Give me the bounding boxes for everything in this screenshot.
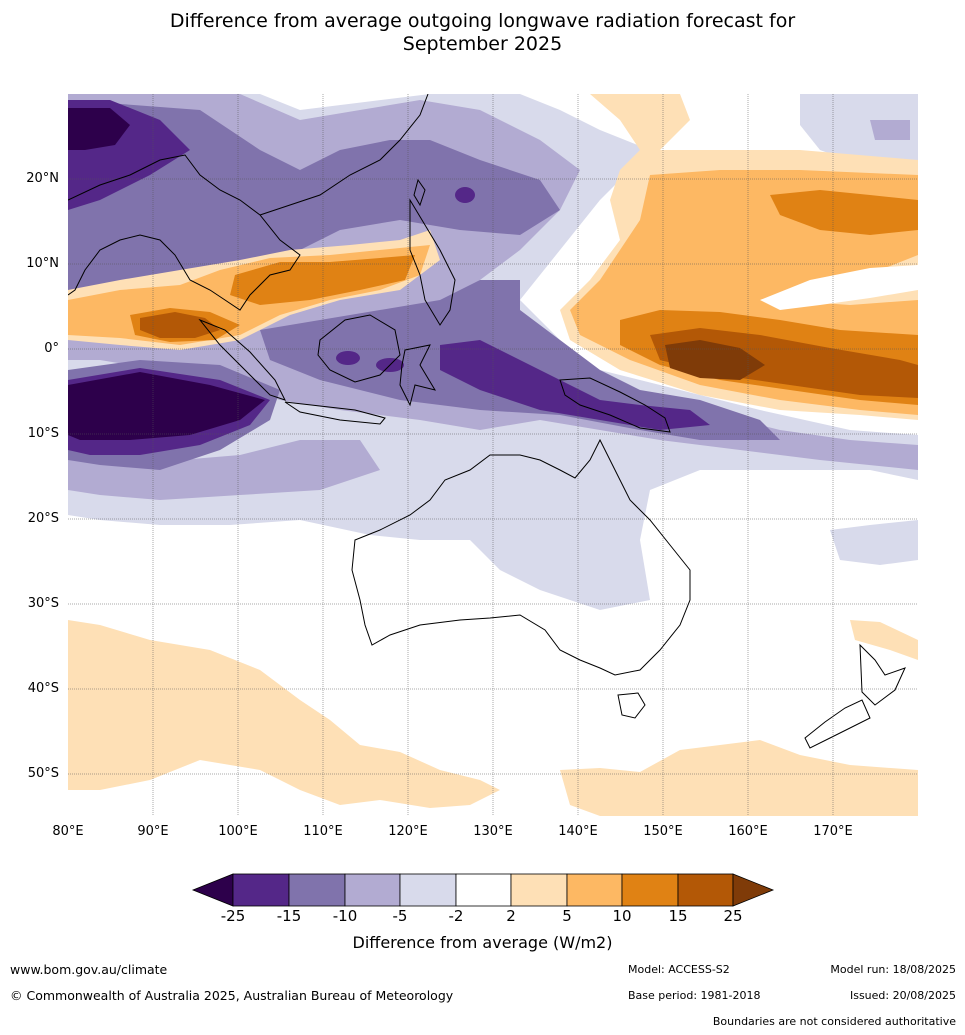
lat-label: 40°S	[27, 681, 59, 696]
anomaly-region-banda-very-strong-negative	[440, 340, 710, 430]
colorbar-tick-label: 25	[723, 907, 743, 925]
coastline-new-guinea	[559, 377, 671, 433]
colorbar-tick-label: 2	[506, 907, 516, 925]
anomaly-region-north-pacific-strong-positive	[770, 190, 918, 235]
anomaly-region-extreme-negative	[68, 108, 130, 150]
colorbar-tick-label: -25	[220, 907, 246, 925]
anomaly-region-scs-strong-positive	[230, 255, 415, 305]
colorbar-tick-label: -2	[448, 907, 464, 925]
colorbar-bin	[677, 873, 734, 907]
anomaly-region-pacific-extreme-positive	[665, 340, 765, 380]
coastline-south-china	[259, 94, 429, 216]
anomaly-region-tasman-positive	[850, 620, 918, 660]
coastline-nz-south	[804, 699, 871, 749]
anomaly-region-northeast-medium-negative	[870, 120, 910, 140]
colorbar	[191, 873, 775, 907]
anomaly-region-strong-negative	[68, 100, 560, 290]
anomaly-region-indian-extreme-negative	[68, 372, 265, 440]
coastline-java	[284, 401, 386, 425]
colorbar-extend-low	[191, 873, 234, 907]
anomaly-region-andaman-very-strong-positive	[140, 312, 220, 338]
lat-label: 0°	[44, 341, 59, 356]
anomaly-region-neutral-wedge	[760, 265, 918, 310]
lon-label: 140°E	[558, 824, 598, 839]
colorbar-tick-label: -10	[332, 907, 358, 925]
colorbar-extend-high	[732, 873, 775, 907]
anomaly-cell-borneo	[336, 351, 360, 365]
graticule	[68, 94, 918, 816]
anomaly-region-south-positive	[68, 620, 500, 808]
lon-label: 170°E	[813, 824, 853, 839]
colorbar-bin	[566, 873, 623, 907]
base-period-text: Base period: 1981-2018	[628, 989, 761, 1002]
disclaimer-text: Boundaries are not considered authoritat…	[712, 1015, 956, 1028]
colorbar-bin	[344, 873, 401, 907]
coastline-sulawesi	[399, 344, 437, 407]
lon-label: 130°E	[473, 824, 513, 839]
anomaly-cell-philippines	[455, 187, 475, 203]
coastline-sumatra	[198, 318, 286, 401]
coastline-nz-north	[859, 643, 906, 706]
coastline-taiwan	[413, 178, 426, 207]
colorbar-tick-label: 10	[612, 907, 632, 925]
lat-label: 30°S	[27, 596, 59, 611]
colorbar-bin	[232, 873, 290, 907]
website-link[interactable]: www.bom.gov.au/climate	[10, 962, 168, 977]
lat-label: 20°N	[26, 171, 59, 186]
colorbar-tick-label: -5	[392, 907, 408, 925]
lon-label: 150°E	[643, 824, 683, 839]
anomaly-region-east-negative	[830, 520, 918, 565]
anomaly-region-northeast-negative	[800, 94, 918, 165]
colorbar-tick-label: 5	[562, 907, 572, 925]
title-line-1: Difference from average outgoing longwav…	[169, 10, 796, 32]
colorbar-tick-label: -15	[276, 907, 302, 925]
lon-label: 160°E	[728, 824, 768, 839]
coastline-australia	[351, 438, 691, 676]
map-title: Difference from average outgoing longwav…	[0, 10, 965, 56]
lon-label: 120°E	[388, 824, 428, 839]
model-run-text: Model run: 18/08/2025	[830, 963, 956, 976]
coastline-borneo	[317, 314, 401, 383]
model-text: Model: ACCESS-S2	[628, 963, 730, 976]
coastline-mainland-asia	[68, 154, 301, 311]
issued-text: Issued: 20/08/2025	[849, 989, 956, 1002]
coastline-tasmania	[617, 692, 646, 719]
colorbar-bin	[288, 873, 346, 907]
coastlines	[68, 94, 906, 749]
lon-label: 110°E	[303, 824, 343, 839]
colorbar-bin	[455, 873, 512, 907]
colorbar-bin	[510, 873, 568, 907]
colorbar-bin	[399, 873, 457, 907]
lon-label: 90°E	[137, 824, 169, 839]
lat-label: 10°S	[27, 426, 59, 441]
lon-label: 80°E	[52, 824, 84, 839]
anomaly-region-southeast-positive	[560, 740, 918, 816]
copyright-text: © Commonwealth of Australia 2025, Austra…	[10, 988, 454, 1003]
colorbar-bin	[621, 873, 679, 907]
colorbar-label: Difference from average (W/m2)	[352, 933, 613, 952]
title-line-2: September 2025	[402, 33, 563, 55]
anomaly-field	[68, 94, 918, 816]
lat-label: 20°S	[27, 511, 59, 526]
colorbar-tick-label: 15	[668, 907, 688, 925]
lon-label: 100°E	[218, 824, 258, 839]
lat-label: 10°N	[26, 256, 59, 271]
lat-label: 50°S	[27, 766, 59, 781]
coastline-philippines	[409, 198, 456, 326]
